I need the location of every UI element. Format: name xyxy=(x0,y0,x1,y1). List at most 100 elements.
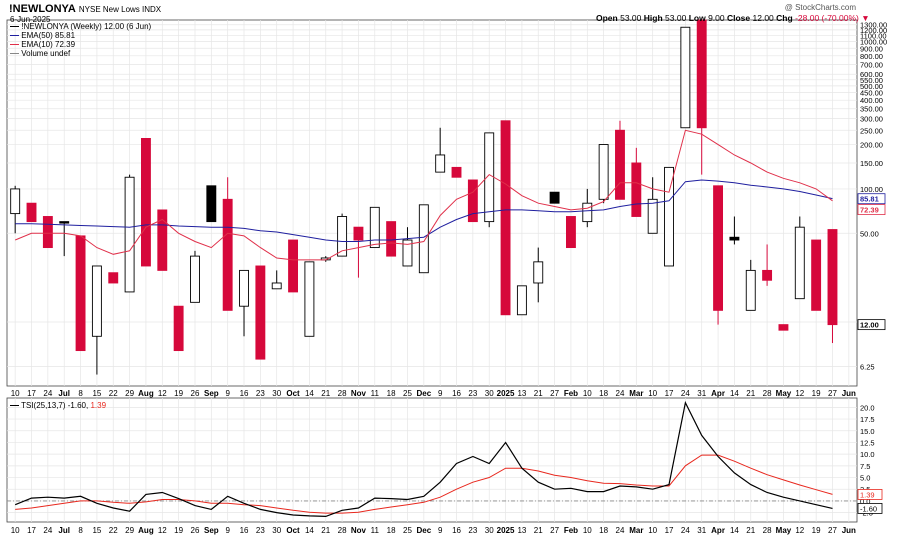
x-tick-label: 8 xyxy=(78,389,83,398)
tsi-x-tick-label: Feb xyxy=(564,526,578,535)
x-tick-label: 17 xyxy=(27,389,36,398)
tsi-x-tick-label: Apr xyxy=(711,526,725,535)
legend-ema10-label: EMA(10) 72.39 xyxy=(21,40,76,49)
tsi-x-tick-label: 26 xyxy=(191,526,200,535)
tsi-x-tick-label: 12 xyxy=(795,526,804,535)
tsi-x-tick-label: 21 xyxy=(321,526,330,535)
tsi-x-tick-label: 21 xyxy=(746,526,755,535)
tsi-x-tick-label: Aug xyxy=(138,526,154,535)
tsi-x-tick-label: 21 xyxy=(534,526,543,535)
x-tick-label: 16 xyxy=(240,389,249,398)
tsi-x-tick-label: 24 xyxy=(681,526,690,535)
y-tick-label: 300.00 xyxy=(860,115,883,124)
candle-body xyxy=(484,132,495,223)
candle-body xyxy=(778,324,789,331)
x-tick-label: 18 xyxy=(599,389,608,398)
tsi-x-tick-label: 28 xyxy=(338,526,347,535)
candle-body xyxy=(206,185,217,223)
tsi-panel: 10 17 24 Jul 8 15 22 29 Aug 12 19 26 Sep 9 16 23 30 Oct 14… xyxy=(6,397,883,535)
price-legend: !NEWLONYA (Weekly) 12.00 (6 Jun) EMA(50)… xyxy=(10,22,151,58)
candle-body xyxy=(598,144,609,200)
x-tick-label: 10 xyxy=(583,389,592,398)
candle-body xyxy=(288,239,299,293)
candle-body xyxy=(42,216,53,249)
price-panel: 10 17 24 Jul 8 15 22 29 Aug 12 19 26 Sep 9 16 23 30 Oct 14… xyxy=(6,19,887,398)
candle-body xyxy=(516,285,527,316)
y-tick-label: 250.00 xyxy=(860,126,883,135)
x-tick-label: 23 xyxy=(468,389,477,398)
y-tick-label: 6.25 xyxy=(860,362,875,371)
tsi-signal-line xyxy=(15,454,833,514)
candle-body xyxy=(451,166,462,178)
x-tick-label: 12 xyxy=(158,389,167,398)
x-tick-label: 19 xyxy=(812,389,821,398)
tsi-y-tick-label: 10.0 xyxy=(860,450,875,459)
tsi-x-tick-label: 15 xyxy=(92,526,101,535)
x-tick-label: 24 xyxy=(681,389,690,398)
candle-body xyxy=(10,188,21,215)
tsi-legend-swatch xyxy=(10,405,19,407)
tsi-x-tick-label: 11 xyxy=(371,526,380,535)
chart-date: 6-Jun-2025 xyxy=(10,15,51,24)
legend-volume-swatch xyxy=(10,53,19,55)
low-value: 9.00 xyxy=(708,13,725,23)
candle-body xyxy=(108,272,119,284)
x-tick-label: 15 xyxy=(92,389,101,398)
x-tick-label: 28 xyxy=(338,389,347,398)
x-tick-label: 26 xyxy=(191,389,200,398)
last-value-label: 12.00 xyxy=(860,321,879,330)
tsi-x-tick-label: Jul xyxy=(58,526,70,535)
tsi-y-tick-label: 17.5 xyxy=(860,415,875,424)
chg-value: -28.00 (-70.00%) xyxy=(795,13,859,23)
tsi-y-tick-label: 20.0 xyxy=(860,403,875,412)
tsi-x-tick-label: Sep xyxy=(204,526,219,535)
candle-body xyxy=(794,226,805,300)
candle-body xyxy=(75,235,86,352)
x-tick-label: Dec xyxy=(416,389,431,398)
tsi-x-tick-label: 18 xyxy=(599,526,608,535)
legend-main-swatch xyxy=(10,26,19,28)
x-tick-label: 24 xyxy=(43,389,52,398)
last-value-label: 85.81 xyxy=(860,195,879,204)
x-tick-label: Apr xyxy=(711,389,725,398)
x-tick-label: 31 xyxy=(697,389,706,398)
candle-body xyxy=(91,265,102,337)
last-value-box xyxy=(857,193,886,205)
tsi-x-tick-label: 29 xyxy=(125,526,134,535)
tsi-x-tick-label: 23 xyxy=(468,526,477,535)
x-tick-label: May xyxy=(776,389,792,398)
candle-body xyxy=(435,154,446,173)
legend-main-label: !NEWLONYA (Weekly) 12.00 (6 Jun) xyxy=(21,22,152,31)
y-tick-label: 450.00 xyxy=(860,89,883,98)
y-tick-label: 1300.00 xyxy=(860,21,887,30)
x-tick-label: 30 xyxy=(485,389,494,398)
x-tick-label: Aug xyxy=(138,389,154,398)
open-label: Open xyxy=(596,13,618,23)
tsi-x-tick-label: May xyxy=(776,526,792,535)
y-tick-label: 50.00 xyxy=(860,229,879,238)
legend-ema10-swatch xyxy=(10,44,19,46)
low-label: Low xyxy=(688,13,706,23)
tsi-x-tick-label: 16 xyxy=(452,526,461,535)
candle-body xyxy=(369,206,380,249)
x-tick-label: Feb xyxy=(564,389,578,398)
tsi-x-tick-label: 30 xyxy=(272,526,281,535)
x-tick-label: 18 xyxy=(387,389,396,398)
y-tick-label: 200.00 xyxy=(860,141,883,150)
candle-body xyxy=(353,226,364,241)
tsi-x-tick-label: 19 xyxy=(812,526,821,535)
tsi-x-tick-label: 17 xyxy=(665,526,674,535)
x-tick-label: Jul xyxy=(58,389,70,398)
x-tick-label: 12 xyxy=(795,389,804,398)
x-tick-label: 22 xyxy=(109,389,118,398)
tsi-x-tick-label: 28 xyxy=(763,526,772,535)
legend-ema50: EMA(50) 85.81 xyxy=(10,31,151,40)
candle-body xyxy=(664,166,674,267)
tsi-x-tick-label: Nov xyxy=(351,526,367,535)
tsi-last-value-box xyxy=(857,503,883,514)
tsi-x-tick-label: 31 xyxy=(697,526,706,535)
y-tick-label: 500.00 xyxy=(860,82,883,91)
y-tick-label: 550.00 xyxy=(860,76,883,85)
copyright-label: @ StockCharts.com xyxy=(784,3,856,12)
legend-volume: Volume undef xyxy=(10,49,151,58)
